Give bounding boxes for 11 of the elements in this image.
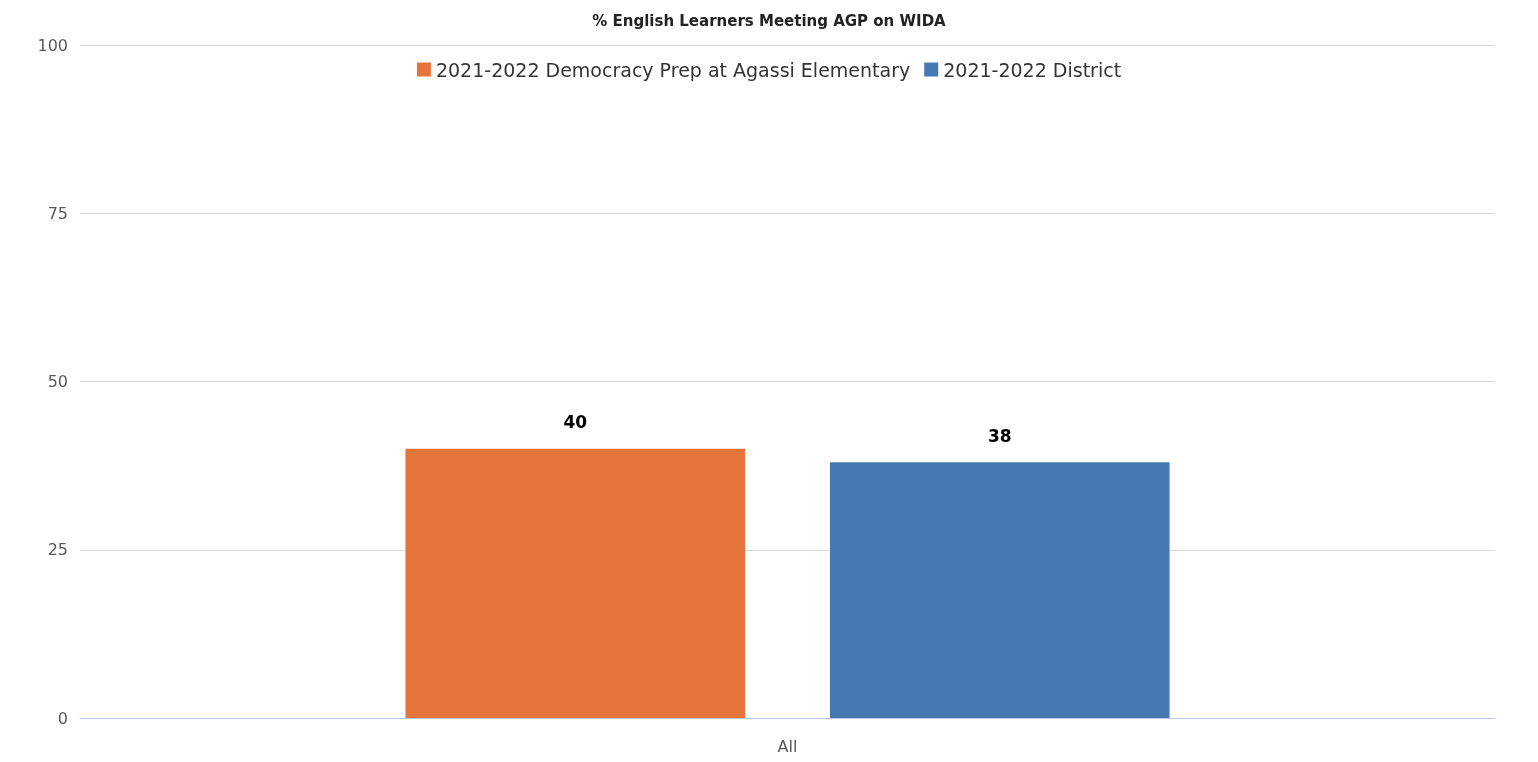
y-tick-label: 0 [57,708,68,728]
legend-label: 2021-2022 Democracy Prep at Agassi Elementary [435,58,911,81]
x-tick-label: All [777,736,798,756]
y-tick-label: 25 [47,540,68,560]
y-tick-label: 75 [47,203,68,223]
data-label: 40 [563,412,588,433]
data-label: 38 [987,425,1012,446]
chart-title: % English Learners Meeting AGP on WIDA [592,11,947,30]
legend-label: 2021-2022 District [943,58,1122,81]
y-tick-label: 100 [37,35,68,55]
y-tick-label: 50 [47,372,68,391]
